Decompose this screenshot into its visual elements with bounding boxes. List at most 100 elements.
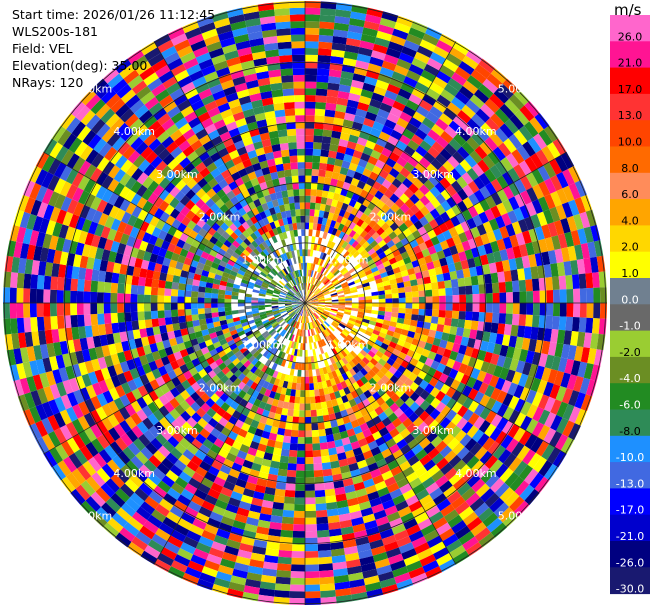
velocity-gate (567, 245, 577, 262)
velocity-gate (482, 512, 499, 528)
velocity-gate (458, 531, 475, 546)
velocity-gate (344, 449, 355, 459)
velocity-gate (103, 292, 111, 303)
velocity-gate (396, 477, 410, 489)
velocity-gate (266, 396, 274, 406)
velocity-gate (465, 541, 483, 557)
velocity-gate (229, 329, 238, 336)
velocity-gate (310, 296, 318, 301)
velocity-gate (350, 289, 358, 294)
velocity-gate (348, 413, 357, 423)
velocity-gate (215, 397, 225, 408)
velocity-gate (190, 303, 198, 309)
velocity-gate (158, 522, 175, 536)
velocity-gate (254, 332, 262, 339)
velocity-gate (234, 350, 243, 358)
velocity-gate (574, 197, 586, 214)
velocity-gate (125, 391, 137, 404)
velocity-gate (338, 388, 346, 397)
velocity-gate (200, 392, 211, 403)
velocity-gate (311, 300, 319, 303)
velocity-gate (498, 313, 507, 325)
velocity-gate (460, 336, 470, 347)
velocity-gate (295, 128, 305, 136)
velocity-gate (139, 328, 148, 338)
velocity-gate (308, 369, 313, 377)
velocity-gate (102, 522, 120, 538)
velocity-gate (398, 222, 409, 232)
velocity-gate (331, 171, 340, 180)
velocity-gate (520, 415, 533, 431)
velocity-gate (289, 319, 295, 326)
velocity-gate (550, 328, 559, 343)
velocity-gate (405, 70, 421, 82)
velocity-gate (338, 458, 349, 468)
velocity-gate (477, 274, 486, 285)
velocity-gate (285, 483, 296, 491)
velocity-gate (321, 313, 328, 319)
velocity-gate (334, 581, 351, 590)
velocity-gate (305, 188, 311, 196)
velocity-gate (305, 544, 318, 552)
velocity-gate (167, 330, 176, 340)
velocity-gate (530, 214, 542, 229)
velocity-gate (407, 438, 420, 450)
velocity-gate (224, 436, 235, 447)
velocity-gate (289, 326, 295, 334)
velocity-gate (497, 271, 506, 283)
velocity-gate (276, 28, 291, 37)
velocity-gate (268, 316, 276, 322)
velocity-gate (290, 577, 305, 585)
velocity-gate (418, 410, 430, 422)
velocity-gate (378, 303, 386, 308)
velocity-gate (414, 162, 427, 174)
velocity-gate (484, 136, 498, 151)
velocity-gate (60, 476, 76, 494)
velocity-gate (383, 407, 394, 418)
velocity-gate (323, 359, 330, 367)
velocity-gate (117, 303, 125, 313)
velocity-gate (372, 551, 388, 563)
velocity-gate (355, 108, 368, 118)
velocity-gate (423, 179, 435, 191)
velocity-gate (434, 181, 446, 194)
velocity-gate (395, 500, 409, 512)
velocity-gate (234, 513, 248, 524)
velocity-gate (439, 417, 452, 429)
velocity-gate (308, 291, 313, 298)
velocity-gate (300, 322, 303, 330)
velocity-gate (314, 320, 319, 327)
velocity-gate (489, 497, 505, 513)
velocity-gate (211, 541, 227, 552)
velocity-gate (50, 315, 59, 330)
velocity-gate (352, 447, 363, 457)
velocity-gate (343, 386, 351, 395)
velocity-gate (360, 472, 373, 482)
velocity-gate (285, 316, 291, 322)
velocity-gate (150, 303, 158, 312)
velocity-gate (328, 274, 335, 281)
velocity-gate (289, 443, 298, 451)
velocity-gate (264, 300, 272, 303)
velocity-gate (138, 433, 151, 447)
velocity-gate (182, 572, 200, 585)
velocity-gate (341, 364, 349, 373)
velocity-gate (438, 373, 449, 384)
velocity-gate (522, 449, 536, 465)
velocity-gate (290, 168, 299, 177)
velocity-gate (500, 434, 514, 449)
velocity-gate (456, 417, 468, 430)
velocity-gate (144, 319, 153, 329)
velocity-gate (462, 536, 479, 551)
velocity-gate (435, 204, 446, 216)
velocity-gate (495, 430, 508, 446)
velocity-gate (480, 254, 489, 266)
velocity-gate (381, 583, 399, 595)
velocity-gate (192, 279, 200, 287)
velocity-gate (319, 21, 335, 30)
velocity-gate (316, 243, 321, 252)
velocity-gate (305, 457, 314, 465)
velocity-gate (417, 340, 427, 349)
velocity-gate (480, 122, 495, 137)
velocity-gate (384, 505, 398, 517)
